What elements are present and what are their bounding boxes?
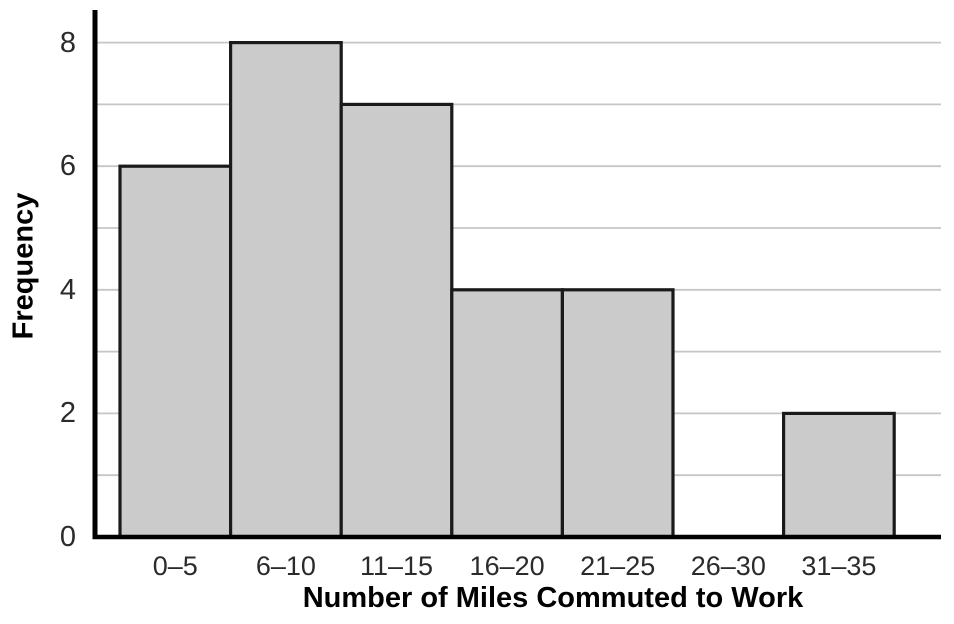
histogram-bar <box>229 40 343 539</box>
y-axis-title: Frequency <box>7 192 40 340</box>
x-category-label: 11–15 <box>359 551 434 581</box>
x-category-label: 0–5 <box>152 551 198 581</box>
histogram-bar <box>118 164 233 539</box>
y-tick-label: 8 <box>59 26 76 59</box>
x-category-label: 16–20 <box>469 551 545 581</box>
x-category-label: 6–10 <box>255 551 316 581</box>
y-tick-label: 2 <box>59 397 76 430</box>
y-tick-label: 4 <box>59 273 76 306</box>
x-axis-title: Number of Miles Commuted to Work <box>302 582 804 614</box>
x-category-label: 31–35 <box>801 551 877 581</box>
y-tick-label: 6 <box>59 150 76 183</box>
x-category-label: 21–25 <box>580 551 656 581</box>
histogram-bar <box>781 411 896 539</box>
y-tick-label: 0 <box>59 521 76 553</box>
histogram-bar <box>339 102 454 539</box>
x-category-label: 26–30 <box>690 551 766 581</box>
histogram-bar <box>560 288 675 539</box>
histogram-bar <box>450 288 564 539</box>
